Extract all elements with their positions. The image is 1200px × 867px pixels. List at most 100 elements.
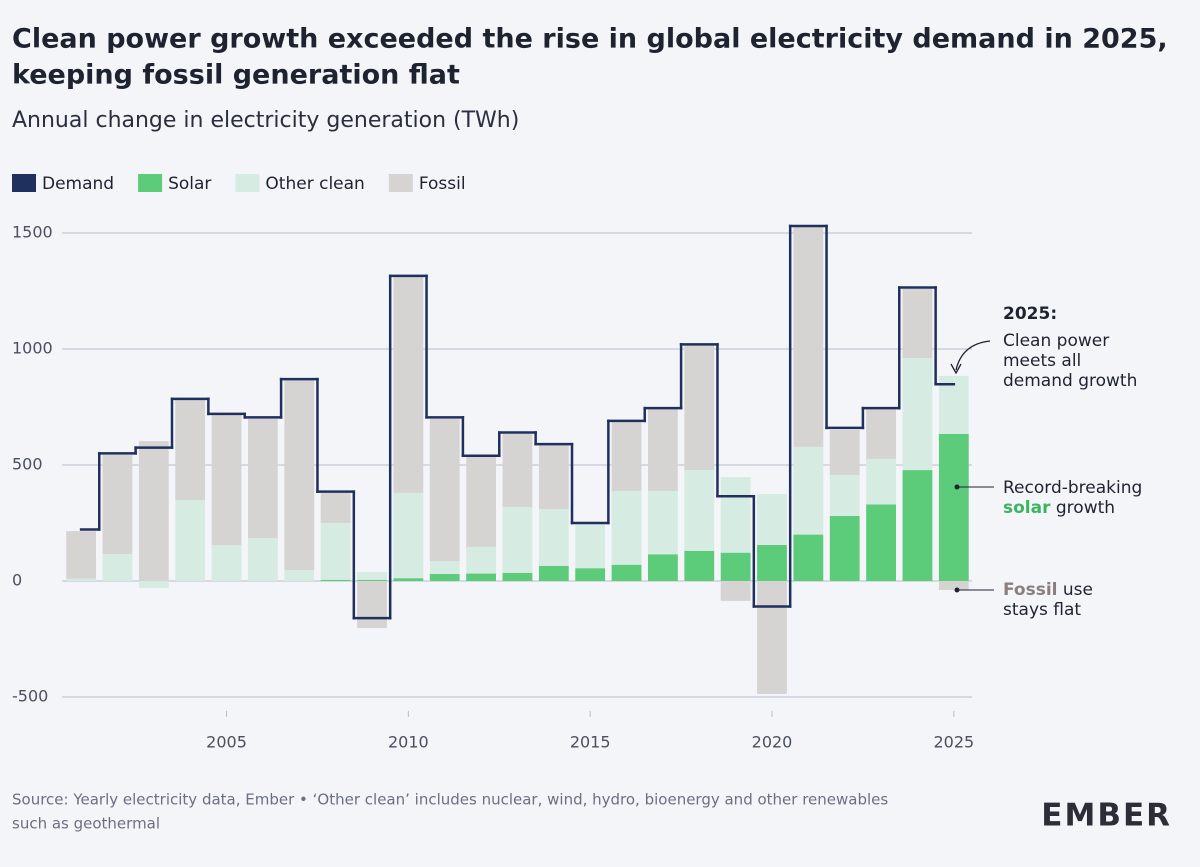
annotation: solar growth <box>1003 498 1115 518</box>
bar-segment <box>720 552 751 581</box>
bar-segment <box>138 441 169 581</box>
annotation-dot <box>954 484 960 490</box>
bar-segment <box>502 506 533 573</box>
bar-segment <box>211 545 242 581</box>
logo: EMBER <box>1041 798 1172 834</box>
chart-title: Clean power growth exceeded the rise in … <box>12 24 1168 55</box>
bar-segment <box>575 568 606 581</box>
legend-label: Fossil <box>419 174 466 194</box>
bar-segment <box>866 458 896 505</box>
legend-swatch <box>138 174 163 192</box>
bar-segment <box>175 400 206 501</box>
bar-segment <box>429 574 460 581</box>
annotation-arrow <box>950 363 962 375</box>
source: Source: Yearly electricity data, Ember •… <box>12 791 888 809</box>
y-tick-label: 1000 <box>12 338 53 357</box>
bar-segment <box>429 419 460 562</box>
bar-segment <box>320 522 351 580</box>
bar-segment <box>393 492 424 579</box>
bar-segment <box>793 225 824 447</box>
bar-segment <box>393 578 424 581</box>
y-tick-label: 0 <box>12 570 22 589</box>
bar-segment <box>720 580 751 601</box>
bar-segment <box>902 470 933 581</box>
y-tick-label: 500 <box>12 454 43 473</box>
y-tick-label: -500 <box>12 686 48 705</box>
bar-segment <box>538 445 569 510</box>
chart-title: keeping fossil generation flat <box>12 60 460 91</box>
bar-segment <box>938 433 969 581</box>
bar-segment <box>102 454 133 555</box>
annotation: demand growth <box>1003 371 1137 391</box>
annotation-highlight: solar <box>1003 498 1051 518</box>
bar-segment <box>866 504 896 581</box>
bar-segment <box>611 490 642 565</box>
annotation: meets all <box>1003 351 1081 371</box>
bar-segment <box>248 538 278 581</box>
annotation: Clean power <box>1003 331 1109 351</box>
bar-segment <box>66 578 96 581</box>
bar-segment <box>757 580 787 694</box>
annotation-arrow <box>955 340 991 371</box>
y-tick-label: 1500 <box>12 222 53 241</box>
annotation-dot <box>954 587 960 593</box>
bar-segment <box>357 579 387 581</box>
bar-segment <box>684 344 715 471</box>
annotation: use <box>1063 580 1093 600</box>
bar-segment <box>357 571 387 580</box>
bar-segment <box>866 409 896 459</box>
legend-swatch <box>235 174 260 192</box>
bar-segment <box>393 275 424 493</box>
bar-segment <box>429 561 460 575</box>
bar-segment <box>320 579 351 581</box>
legend: Demand Solar Other clean Fossil <box>12 174 466 194</box>
bar-segment <box>175 500 206 581</box>
annotation: stays flat <box>1003 600 1081 620</box>
bar-segment <box>829 474 860 517</box>
bar-segment <box>902 358 933 471</box>
bar-segment <box>938 375 969 434</box>
source: such as geothermal <box>12 815 160 833</box>
bar-segment <box>720 477 751 553</box>
annotation: growth <box>1056 498 1115 518</box>
annotation: Record-breaking <box>1003 478 1142 498</box>
bar-segment <box>684 470 715 551</box>
bar-segment <box>357 580 387 629</box>
bar-segment <box>466 546 496 574</box>
bar-segment <box>902 288 933 359</box>
bar-segment <box>648 554 678 581</box>
bar-segment <box>538 509 569 566</box>
bar-segment <box>466 573 496 581</box>
bar-segment <box>793 446 824 535</box>
bar-segment <box>138 580 169 588</box>
bar-segment <box>684 550 715 581</box>
bar-segment <box>538 565 569 581</box>
bar-segment <box>829 516 860 581</box>
bar-segment <box>757 493 787 546</box>
bar-segment <box>938 580 969 591</box>
bar-segment <box>320 493 351 523</box>
bar-segment <box>502 572 533 581</box>
bar-segment <box>284 570 315 581</box>
bar-segment <box>829 429 860 475</box>
annotation: Fossil use <box>1003 580 1093 600</box>
bar-segment <box>757 545 787 581</box>
x-tick-label: 2025 <box>933 732 974 751</box>
bar-segment <box>502 433 533 507</box>
bar-segment <box>611 564 642 581</box>
chart-subtitle: Annual change in electricity generation … <box>12 108 519 133</box>
legend-label: Solar <box>168 174 211 194</box>
x-tick-label: 2015 <box>570 732 611 751</box>
x-tick-label: 2020 <box>752 732 793 751</box>
bar-segment <box>102 554 133 581</box>
legend-swatch <box>12 174 36 192</box>
bar-segment <box>248 419 278 539</box>
legend-label: Other clean <box>265 174 364 194</box>
bar-segment <box>284 380 315 571</box>
x-tick-label: 2005 <box>206 732 247 751</box>
x-tick-label: 2010 <box>388 732 429 751</box>
annotation-heading: 2025: <box>1003 304 1057 324</box>
legend-label: Demand <box>42 174 114 194</box>
bar-segment <box>66 531 96 579</box>
